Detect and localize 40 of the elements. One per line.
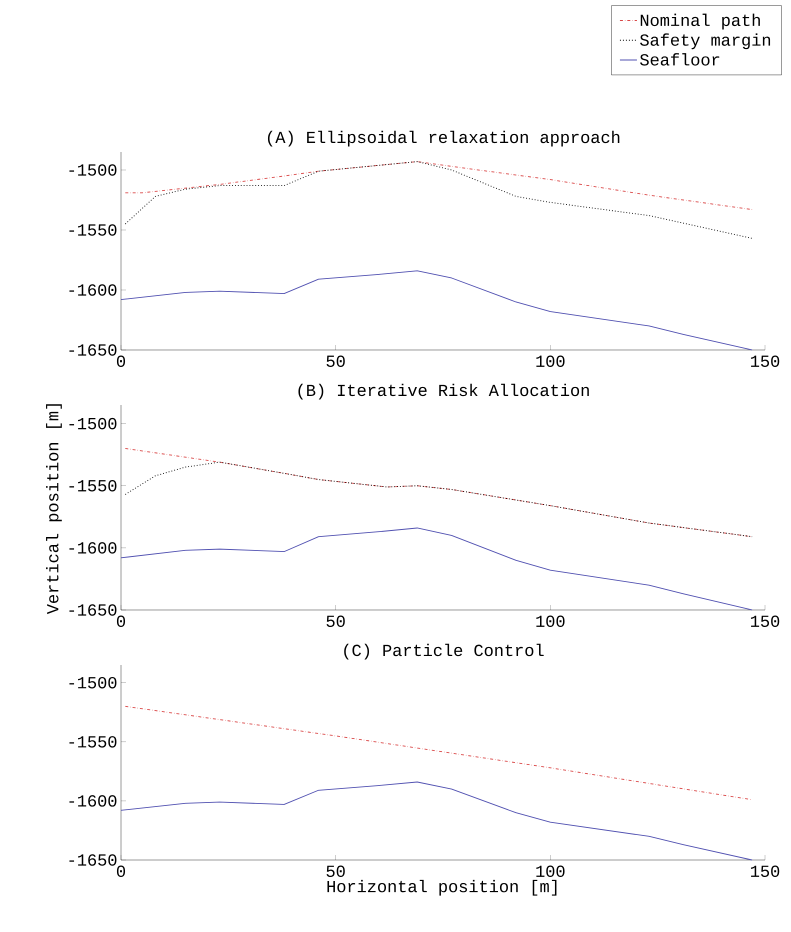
legend-label: Seafloor bbox=[640, 53, 720, 66]
y-tick-label: -1500 bbox=[69, 418, 116, 430]
x-tick-label: 150 bbox=[750, 616, 780, 628]
line-series bbox=[120, 270, 753, 350]
legend-label: Nominal path bbox=[640, 14, 760, 30]
y-tick-label: -1600 bbox=[69, 795, 116, 807]
line-series bbox=[124, 706, 753, 800]
y-tick-label: -1500 bbox=[69, 164, 116, 176]
y-tick-label: -1600 bbox=[69, 284, 116, 296]
x-tick-label: 0 bbox=[116, 866, 126, 878]
y-tick-label: -1650 bbox=[69, 604, 116, 616]
y-tick-label: -1550 bbox=[69, 480, 116, 492]
line-series bbox=[120, 528, 753, 610]
chart-title: (A) Ellipsoidal relaxation approach bbox=[268, 130, 620, 146]
y-tick-label: -1550 bbox=[69, 224, 116, 236]
line-series bbox=[124, 161, 753, 239]
y-tick-label: -1500 bbox=[69, 676, 116, 688]
x-tick-label: 150 bbox=[750, 356, 780, 368]
y-tick-label: -1650 bbox=[69, 854, 116, 866]
chart-title: (C) Particle Control bbox=[344, 644, 544, 660]
x-tick-label: 0 bbox=[116, 616, 126, 628]
y-tick-label: -1650 bbox=[69, 344, 116, 356]
x-tick-label: 0 bbox=[116, 356, 126, 368]
line-series bbox=[124, 462, 753, 538]
chart-title: (B) Iterative Risk Allocation bbox=[298, 384, 589, 400]
line-series bbox=[124, 161, 753, 210]
legend-label: Safety margin bbox=[640, 33, 770, 50]
y-tick-label: -1600 bbox=[69, 542, 116, 554]
y-tick-label: -1550 bbox=[69, 736, 116, 748]
line-series bbox=[124, 448, 753, 538]
x-tick-label: 100 bbox=[536, 866, 565, 878]
x-tick-label: 50 bbox=[326, 866, 345, 878]
line-series bbox=[120, 782, 753, 860]
x-axis-title: Horizontal position [m] bbox=[327, 880, 556, 896]
x-tick-label: 50 bbox=[326, 356, 345, 368]
x-tick-label: 100 bbox=[536, 616, 565, 628]
y-axis-title: Vertical position [m] bbox=[46, 404, 62, 614]
x-tick-label: 50 bbox=[326, 616, 345, 628]
x-tick-label: 150 bbox=[750, 866, 780, 878]
x-tick-label: 100 bbox=[536, 356, 565, 368]
